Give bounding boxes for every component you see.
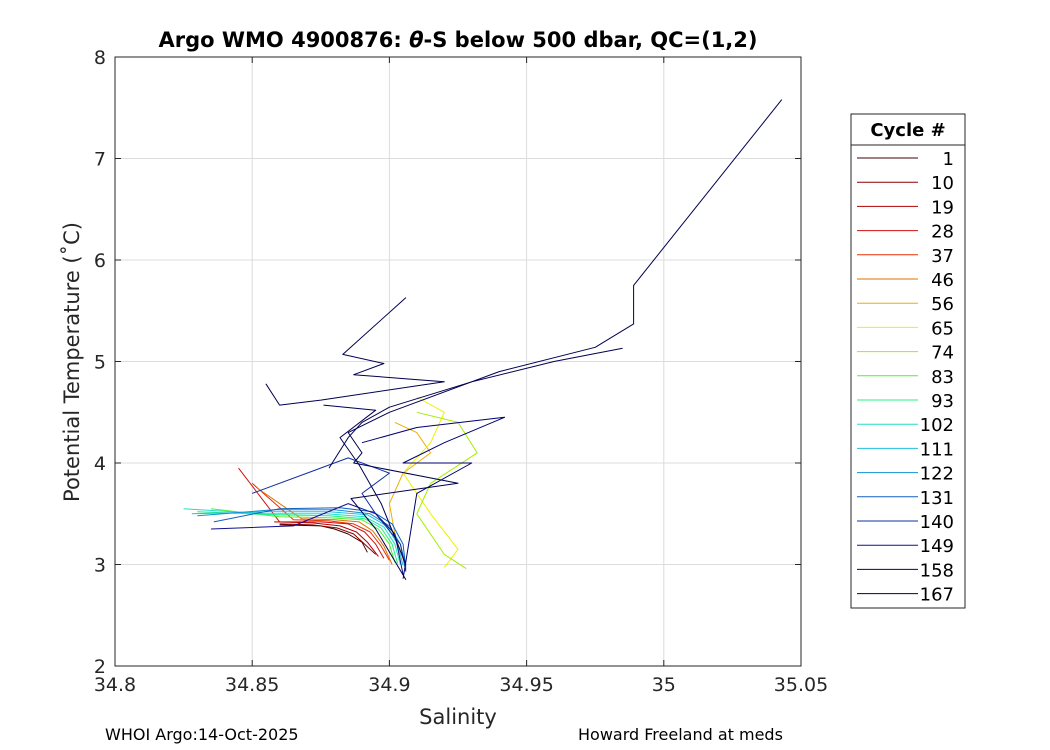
series-line-cycle-37 (251, 482, 390, 561)
legend-label: 46 (931, 270, 954, 291)
footer-credit: Howard Freeland at meds (578, 725, 783, 744)
legend-label: 37 (931, 246, 954, 267)
x-axis-label: Salinity (419, 705, 497, 729)
y-tick-label: 2 (94, 656, 106, 678)
series-line-cycle-167c (265, 297, 445, 406)
legend-title: Cycle # (870, 120, 945, 141)
series-line-cycle-167d (323, 404, 407, 565)
legend-label: 28 (931, 222, 954, 243)
y-tick-label: 6 (94, 250, 106, 272)
legend-label: 93 (931, 391, 954, 412)
title-theta: θ (409, 28, 423, 52)
tick-labels: 34.8 34.85 34.9 34.95 35 35.05 2 3 4 5 6 7 8 (94, 47, 828, 696)
y-axis-label: Potential Temperature (˚C) (60, 222, 84, 502)
legend-label: 149 (920, 536, 954, 557)
chart-title: Argo WMO 4900876: θ-S below 500 dbar, QC… (158, 28, 757, 52)
legend-label: 10 (931, 173, 954, 194)
series-line-cycle-131 (213, 507, 407, 570)
legend-label: 111 (920, 439, 954, 460)
series-layer (183, 99, 783, 580)
y-tick-label: 7 (94, 149, 106, 171)
series-line-cycle-167 (347, 99, 783, 580)
x-tick-label: 35 (652, 674, 676, 696)
series-line-cycle-1 (279, 524, 368, 553)
y-tick-label: 5 (94, 352, 106, 374)
legend-label: 122 (920, 464, 954, 485)
series-line-cycle-167b (328, 347, 623, 469)
legend-label: 65 (931, 318, 954, 339)
legend-label: 102 (920, 415, 954, 436)
series-line-cycle-10 (279, 523, 377, 555)
legend-label: 83 (931, 367, 954, 388)
title-rest: -S below 500 dbar, QC=(1,2) (424, 28, 758, 52)
legend-label: 56 (931, 294, 954, 315)
legend-box (850, 113, 966, 609)
legend-label: 158 (920, 560, 954, 581)
series-line-cycle-93 (197, 511, 399, 564)
x-tick-label: 34.9 (368, 674, 410, 696)
x-tick-label: 34.8 (94, 674, 136, 696)
legend-label: 140 (920, 512, 954, 533)
series-line-cycle-83 (210, 508, 396, 563)
series-line-cycle-102 (183, 508, 401, 565)
legend: Cycle # 1 10 19 28 37 46 56 65 74 83 93 102 111 122 13… (850, 113, 966, 609)
svg-text:Argo WMO 4900876: θ-S be: Argo WMO 4900876: θ-S below 500 dbar, QC… (158, 28, 757, 52)
y-tick-label: 4 (94, 453, 106, 475)
legend-label: 1 (943, 149, 954, 170)
series-line-cycle-28 (238, 467, 385, 559)
y-tick-label: 3 (94, 555, 106, 577)
x-tick-label: 34.85 (225, 674, 279, 696)
legend-label: 167 (920, 585, 954, 606)
legend-label: 74 (931, 343, 954, 364)
title-main: Argo WMO 4900876: (158, 28, 401, 52)
grid (114, 56, 802, 667)
ticks (114, 56, 802, 667)
series-line-cycle-19 (274, 521, 379, 557)
series-line-cycle-46 (257, 487, 393, 565)
x-tick-label: 34.95 (499, 674, 553, 696)
legend-items: 1 10 19 28 37 46 56 65 74 83 93 102 111 122 131 140 149 1… (857, 149, 954, 606)
x-tick-label: 35.05 (774, 674, 828, 696)
footer-source-date: WHOI Argo:14-Oct-2025 (105, 725, 299, 744)
legend-label: 19 (931, 197, 954, 218)
y-tick-label: 8 (94, 47, 106, 69)
legend-label: 131 (920, 488, 954, 509)
